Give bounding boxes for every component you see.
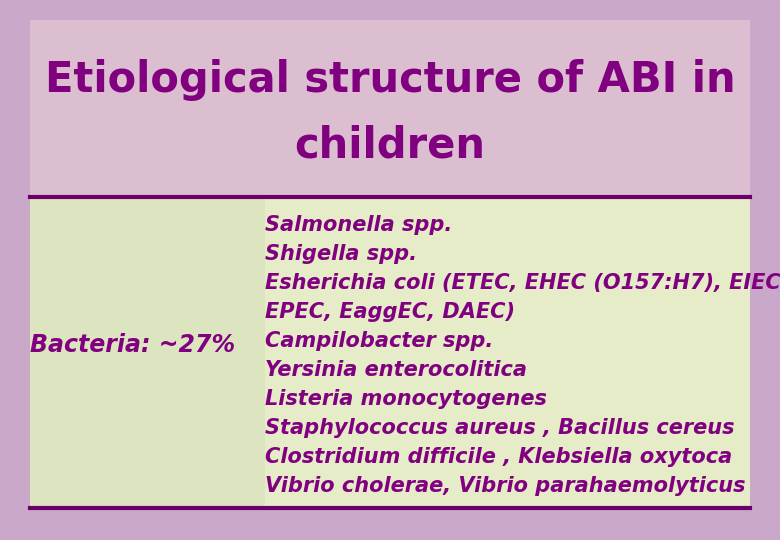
Text: Clostridium difficile , Klebsiella oxytoca: Clostridium difficile , Klebsiella oxyto… <box>265 447 732 467</box>
Bar <box>30 195 265 510</box>
Text: Bacteria: ~27%: Bacteria: ~27% <box>30 333 236 357</box>
Text: EPEC, EaggEC, DAEC): EPEC, EaggEC, DAEC) <box>265 302 515 322</box>
Text: Shigella spp.: Shigella spp. <box>265 244 417 264</box>
Text: Esherichia coli (ETEC, EHEC (O157:H7), EIEC,: Esherichia coli (ETEC, EHEC (O157:H7), E… <box>265 273 780 293</box>
Text: Listeria monocytogenes: Listeria monocytogenes <box>265 389 547 409</box>
Bar <box>30 195 750 510</box>
Text: Yersinia enterocolitica: Yersinia enterocolitica <box>265 360 527 380</box>
Text: Salmonella spp.: Salmonella spp. <box>265 215 452 235</box>
Text: Vibrio cholerae, Vibrio parahaemolyticus: Vibrio cholerae, Vibrio parahaemolyticus <box>265 476 746 496</box>
Text: Etiological structure of ABI in: Etiological structure of ABI in <box>44 59 736 101</box>
Text: Campilobacter spp.: Campilobacter spp. <box>265 331 493 351</box>
Bar <box>30 20 750 195</box>
Text: children: children <box>295 124 485 166</box>
Text: Staphylococcus aureus , Bacillus cereus: Staphylococcus aureus , Bacillus cereus <box>265 418 735 438</box>
